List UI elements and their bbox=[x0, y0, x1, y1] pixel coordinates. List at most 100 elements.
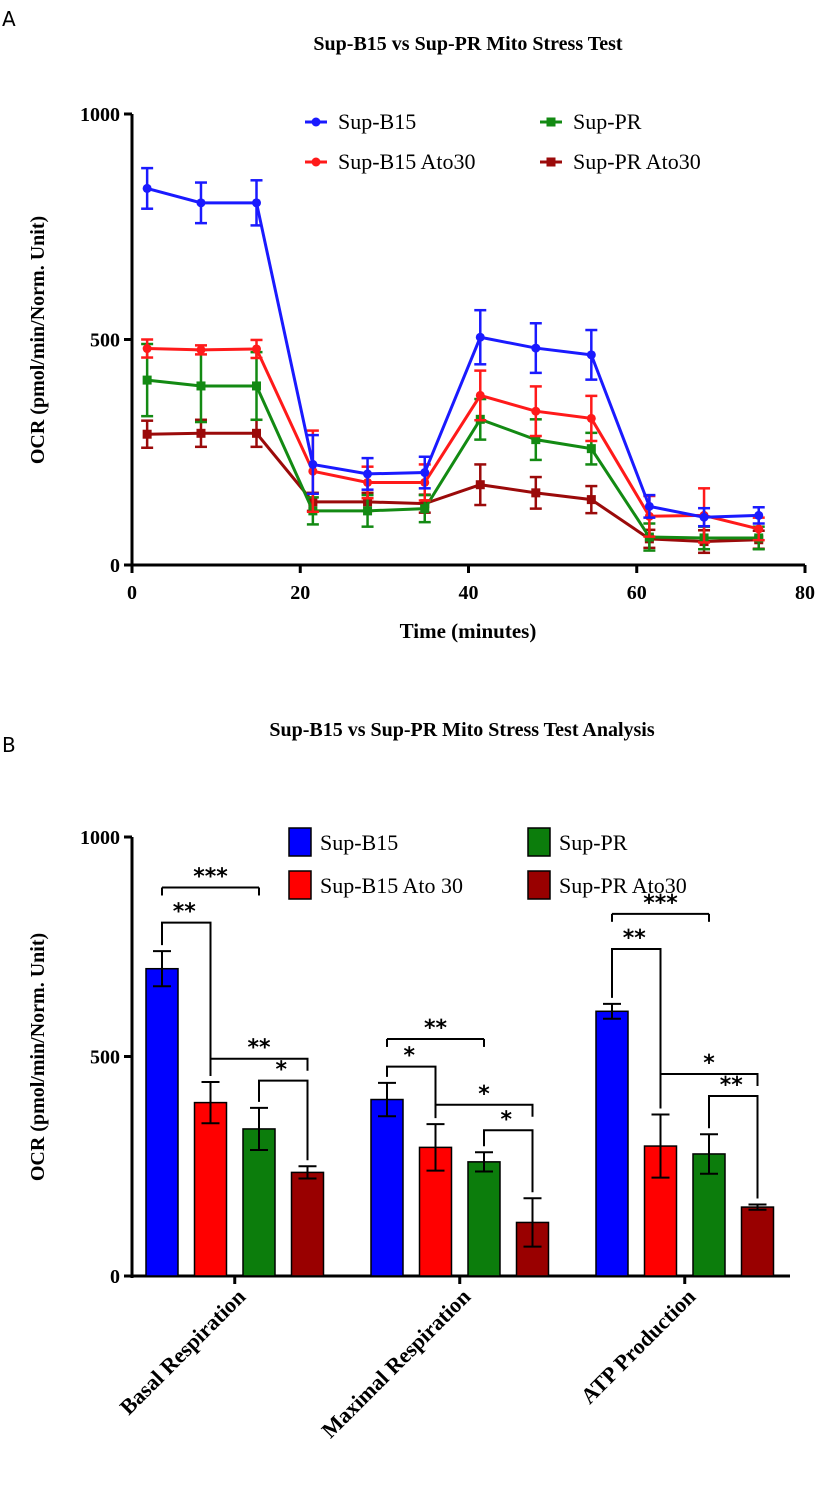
legend-label: Sup-PR bbox=[559, 830, 628, 855]
panel-label-b: B bbox=[2, 733, 16, 757]
legend-swatch bbox=[288, 827, 312, 857]
series-sup-b15 bbox=[141, 166, 765, 528]
series-line bbox=[146, 378, 759, 540]
significance-line bbox=[386, 1065, 437, 1119]
significance-annotation: ** bbox=[386, 1016, 485, 1047]
series-sup-pr bbox=[141, 342, 765, 552]
data-point bbox=[252, 344, 262, 354]
y-tick-label: 0 bbox=[110, 555, 120, 577]
significance-label: *** bbox=[193, 864, 228, 889]
bar bbox=[145, 967, 179, 1277]
data-point bbox=[196, 428, 206, 438]
legend-label: Sup-B15 Ato30 bbox=[338, 149, 476, 174]
bar bbox=[242, 1128, 276, 1277]
y-axis-label: OCR (pmol/min/Norm. Unit) bbox=[27, 933, 49, 1181]
y-tick-label: 0 bbox=[110, 1266, 120, 1288]
legend-marker bbox=[311, 157, 321, 167]
legend-marker bbox=[311, 117, 321, 127]
significance-line bbox=[161, 921, 212, 1076]
legend-label: Sup-B15 Ato 30 bbox=[320, 873, 463, 898]
significance-annotation: * bbox=[386, 1044, 437, 1119]
data-point bbox=[754, 510, 764, 520]
significance-line bbox=[611, 947, 662, 1109]
y-tick-label: 500 bbox=[90, 1047, 120, 1069]
legend-label: Sup-B15 bbox=[338, 109, 416, 134]
bar-chart: Sup-B15 vs Sup-PR Mito Stress Test Analy… bbox=[27, 719, 790, 1443]
significance-annotation: ** bbox=[708, 1073, 759, 1199]
x-tick-label: Basal Respiration bbox=[115, 1284, 251, 1420]
data-point bbox=[531, 488, 541, 498]
significance-annotation: * bbox=[258, 1058, 309, 1161]
data-point bbox=[475, 332, 485, 342]
data-point bbox=[420, 504, 430, 514]
significance-annotation: * bbox=[660, 1051, 759, 1087]
significance-line bbox=[210, 1057, 309, 1071]
significance-label: * bbox=[500, 1107, 512, 1132]
data-point bbox=[196, 198, 206, 208]
y-tick-label: 1000 bbox=[80, 104, 120, 126]
significance-label: *** bbox=[643, 891, 678, 916]
data-point bbox=[754, 524, 764, 534]
data-point bbox=[586, 444, 596, 454]
significance-annotation: ** bbox=[210, 1036, 309, 1071]
data-point bbox=[142, 183, 152, 193]
data-point bbox=[142, 429, 152, 439]
data-point bbox=[363, 469, 373, 479]
data-point bbox=[475, 390, 485, 400]
line-chart: Sup-B15 vs Sup-PR Mito Stress Test Time … bbox=[27, 33, 815, 643]
x-tick-label: 80 bbox=[795, 582, 815, 604]
data-point bbox=[586, 350, 596, 360]
significance-label: * bbox=[478, 1082, 490, 1107]
significance-annotation: * bbox=[483, 1107, 534, 1193]
x-axis-label: Time (minutes) bbox=[400, 619, 537, 643]
bar bbox=[740, 1206, 775, 1277]
series-line bbox=[147, 347, 760, 531]
legend-swatch bbox=[527, 827, 551, 857]
significance-line bbox=[660, 1073, 759, 1087]
legend-label: Sup-B15 bbox=[320, 830, 398, 855]
data-point bbox=[142, 344, 152, 354]
bar bbox=[290, 1171, 325, 1277]
data-point bbox=[699, 512, 709, 522]
significance-annotation: ** bbox=[611, 926, 662, 1109]
significance-annotation: *** bbox=[611, 891, 710, 922]
bar bbox=[595, 1010, 629, 1277]
y-axis-label: OCR (pmol/min/Norm. Unit) bbox=[27, 216, 49, 464]
data-point bbox=[531, 435, 541, 445]
data-point bbox=[252, 198, 262, 208]
y-tick-label: 1000 bbox=[80, 827, 120, 849]
legend-swatch bbox=[288, 870, 312, 900]
significance-label: * bbox=[703, 1051, 715, 1076]
legend-swatch bbox=[527, 870, 551, 900]
data-point bbox=[252, 381, 262, 391]
legend-label: Sup-PR Ato30 bbox=[559, 873, 687, 898]
legend-marker bbox=[546, 117, 556, 127]
significance-line bbox=[708, 1095, 759, 1199]
bar bbox=[370, 1098, 404, 1277]
panel-label-a: A bbox=[2, 7, 16, 31]
significance-line bbox=[435, 1103, 534, 1117]
data-point bbox=[644, 501, 654, 511]
data-point bbox=[420, 468, 430, 478]
significance-line bbox=[258, 1079, 309, 1161]
data-point bbox=[252, 428, 262, 438]
significance-label: * bbox=[275, 1058, 287, 1083]
data-point bbox=[142, 375, 152, 385]
data-point bbox=[586, 413, 596, 423]
data-point bbox=[531, 343, 541, 353]
x-tick-label: 0 bbox=[127, 582, 137, 604]
significance-annotation: ** bbox=[161, 900, 212, 1076]
data-point bbox=[308, 459, 318, 469]
significance-label: ** bbox=[173, 900, 197, 925]
x-tick-label: 60 bbox=[627, 582, 647, 604]
significance-label: ** bbox=[623, 926, 647, 951]
bar bbox=[193, 1101, 228, 1277]
data-point bbox=[196, 381, 206, 391]
data-point bbox=[531, 406, 541, 416]
y-tick-label: 500 bbox=[90, 330, 120, 352]
x-tick-label: ATP Production bbox=[576, 1284, 701, 1409]
chart-title: Sup-B15 vs Sup-PR Mito Stress Test bbox=[313, 33, 622, 55]
series-line bbox=[147, 431, 759, 544]
legend-marker bbox=[546, 157, 556, 167]
